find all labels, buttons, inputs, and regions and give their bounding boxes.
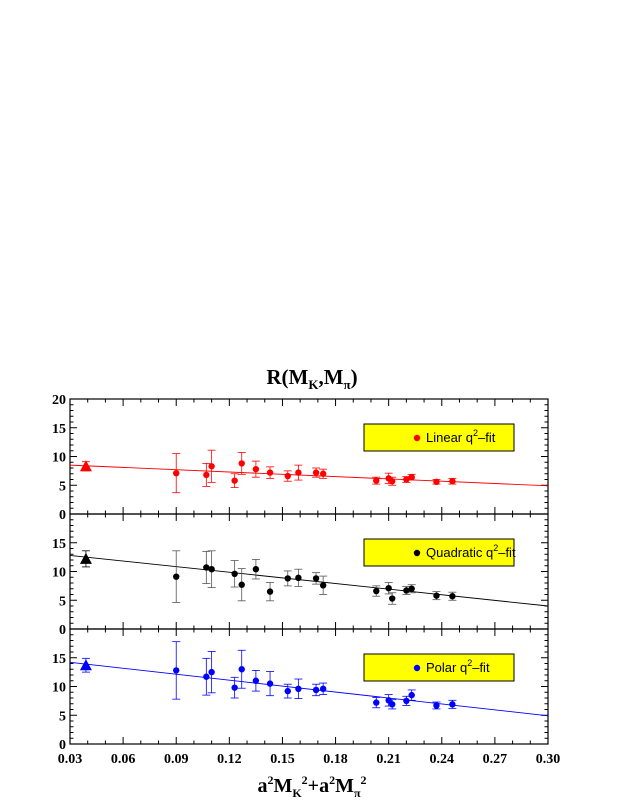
data-point	[203, 471, 210, 479]
x-tick-label: 0.30	[536, 752, 561, 767]
data-point	[433, 478, 440, 485]
data-point	[403, 697, 410, 705]
panel-3: 0 5 10 15 Polar q2–fit	[52, 628, 549, 753]
legend-box	[363, 653, 515, 682]
x-tick-label: 0.27	[483, 752, 508, 767]
data-point	[312, 686, 320, 694]
extrapolated-point-triangle	[79, 659, 92, 671]
data-point	[389, 595, 396, 602]
legend-box	[363, 423, 515, 452]
x-tick-label: 0.24	[430, 752, 455, 767]
x-tick-label: 0.09	[164, 752, 189, 767]
data-point	[284, 687, 291, 695]
data-point	[173, 667, 180, 674]
fit-line	[69, 554, 549, 607]
legend-box	[363, 538, 515, 567]
data-point	[312, 469, 320, 476]
y-tick-label: 10	[52, 681, 66, 696]
x-tick-label: 0.15	[270, 752, 295, 767]
data-point	[312, 575, 320, 582]
legend-label: Polar q2–fit	[426, 658, 490, 675]
legend-marker	[413, 549, 421, 557]
y-tick-label: 0	[59, 738, 66, 753]
data-point	[173, 573, 180, 580]
data-point	[173, 469, 180, 477]
data-point	[389, 701, 396, 708]
data-point	[449, 593, 456, 600]
legend-label: Linear q2–fit	[426, 428, 496, 445]
data-point	[373, 587, 380, 595]
data-point	[284, 575, 291, 582]
data-point	[319, 685, 327, 692]
x-tick-label: 0.18	[323, 752, 348, 767]
y-tick-label: 0	[59, 508, 66, 523]
data-point	[295, 574, 302, 582]
data-point	[231, 684, 238, 691]
y-tick-label: 0	[59, 623, 66, 638]
data-point	[389, 478, 396, 485]
x-axis-label: a2MK2+a2Mπ2	[257, 773, 366, 800]
y-tick-label: 20	[52, 393, 66, 408]
legend-marker	[413, 664, 421, 672]
data-point	[433, 592, 440, 599]
data-point	[203, 673, 210, 680]
data-point	[449, 478, 456, 485]
legend-marker	[413, 434, 421, 442]
y-tick-label: 15	[52, 537, 66, 552]
data-point	[266, 469, 274, 476]
fit-line	[69, 464, 549, 487]
data-point	[319, 470, 327, 477]
y-tick-label: 15	[52, 652, 66, 667]
data-point	[449, 701, 456, 708]
y-tick-label: 10	[52, 566, 66, 581]
data-point	[238, 581, 245, 588]
data-point	[238, 460, 245, 467]
data-point	[238, 666, 245, 673]
data-point	[295, 469, 302, 476]
data-point	[403, 587, 410, 594]
extrapolated-point-triangle	[79, 460, 92, 472]
y-tick-label: 15	[52, 422, 66, 437]
y-tick-label: 5	[59, 709, 66, 724]
extrapolated-point-triangle	[79, 552, 92, 564]
data-point	[252, 566, 260, 573]
data-point	[231, 570, 238, 577]
legend-label: Quadratic q2–fit	[426, 543, 516, 560]
x-tick-label: 0.21	[376, 752, 401, 767]
data-point	[284, 472, 291, 480]
data-point	[208, 566, 215, 573]
x-tick-label: 0.03	[58, 752, 83, 767]
data-point	[403, 476, 410, 483]
data-point	[408, 691, 415, 699]
data-point	[252, 465, 260, 473]
data-point	[373, 477, 380, 484]
y-tick-label: 5	[59, 594, 66, 609]
data-point	[231, 477, 238, 484]
data-point	[408, 585, 415, 592]
data-point	[266, 680, 274, 687]
data-point	[208, 668, 215, 676]
data-point	[295, 685, 302, 692]
data-point	[373, 699, 380, 706]
chart-title: R(MK,Mπ)	[266, 365, 357, 392]
data-point	[385, 584, 392, 592]
data-point	[266, 588, 274, 595]
fit-line	[69, 661, 549, 717]
data-point	[203, 564, 210, 571]
x-tick-label: 0.06	[111, 752, 136, 767]
x-tick-label: 0.12	[217, 752, 242, 767]
data-point	[208, 463, 215, 470]
data-point	[319, 582, 327, 589]
y-tick-label: 10	[52, 451, 66, 466]
data-point	[252, 677, 260, 684]
data-point	[408, 474, 415, 481]
data-point	[433, 702, 440, 709]
y-tick-label: 5	[59, 479, 66, 494]
